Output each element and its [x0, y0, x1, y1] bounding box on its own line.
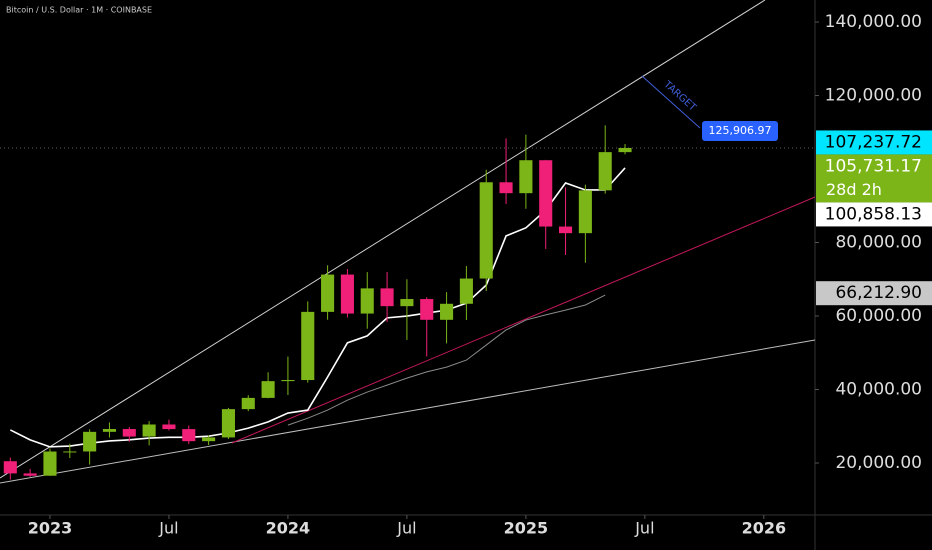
candle-body — [618, 147, 632, 153]
x-tick-label: Jul — [396, 519, 416, 538]
candle-body — [539, 160, 553, 227]
candle-body — [83, 431, 97, 452]
y-tick-label: 20,000.00 — [835, 453, 922, 473]
price-label-box — [816, 154, 932, 203]
price-label-box — [816, 202, 932, 227]
trend-line — [0, 339, 816, 484]
candle-body — [558, 226, 573, 234]
y-tick-label: 80,000.00 — [835, 233, 922, 253]
candle-body — [221, 409, 235, 438]
candle-body — [241, 397, 255, 410]
trend-line — [0, 0, 766, 479]
candle-body — [142, 424, 156, 437]
candle-body — [43, 451, 57, 476]
candle-body — [122, 429, 136, 437]
trend-line — [231, 196, 816, 444]
candle-body — [3, 461, 17, 474]
candle-body — [440, 303, 454, 320]
candle-body — [281, 380, 295, 382]
price-label: 100,858.13 — [825, 204, 922, 224]
chart-title: Bitcoin / U.S. Dollar · 1M · COINBASE — [6, 6, 152, 15]
price-label-box — [816, 281, 932, 306]
target-line — [641, 75, 701, 129]
candle-body — [261, 381, 275, 398]
candle-body — [578, 190, 592, 234]
candle-body — [400, 299, 414, 307]
price-label-sub: 28d 2h — [826, 180, 882, 199]
x-tick-label: 2025 — [504, 519, 549, 538]
y-tick-label: 60,000.00 — [835, 306, 922, 326]
candle-body — [459, 278, 473, 304]
candle-body — [479, 182, 493, 279]
x-tick-label: Jul — [634, 519, 654, 538]
overlay-line — [287, 294, 606, 426]
candle-body — [182, 429, 196, 442]
x-tick-label: 2024 — [266, 519, 311, 538]
candle-body — [23, 473, 37, 476]
price-label: 66,212.90 — [835, 283, 922, 303]
x-tick-label: 2023 — [28, 519, 73, 538]
candle-body — [519, 160, 533, 194]
candle-body — [63, 451, 77, 453]
candle-body — [321, 274, 335, 312]
y-tick-label: 40,000.00 — [835, 380, 922, 400]
price-label: 105,731.17 — [825, 156, 922, 176]
target-box — [702, 121, 778, 141]
candle-body — [598, 152, 612, 191]
candle-body — [102, 429, 117, 432]
candle-body — [301, 311, 315, 381]
y-tick-label: 120,000.00 — [825, 86, 922, 106]
candle-body — [360, 288, 374, 314]
y-tick-label: 140,000.00 — [825, 12, 922, 32]
candle-body — [202, 437, 216, 442]
candle-body — [380, 288, 394, 307]
x-tick-label: Jul — [158, 519, 178, 538]
price-label: 107,237.72 — [825, 132, 922, 152]
candle-body — [499, 182, 513, 194]
x-tick-label: 2026 — [742, 519, 787, 538]
target-value: 125,906.97 — [709, 124, 772, 137]
candle-body — [340, 274, 354, 314]
price-label-box — [816, 130, 932, 155]
overlay-line — [9, 167, 626, 448]
candle-body — [420, 299, 434, 320]
candle-body — [162, 424, 176, 430]
